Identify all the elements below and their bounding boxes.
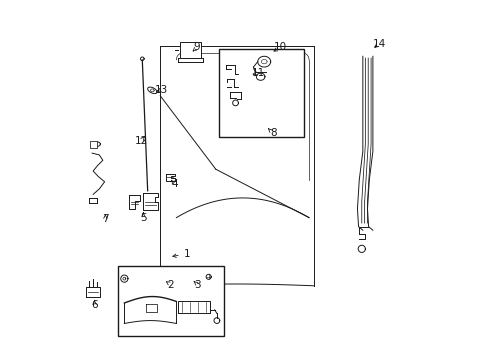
Text: 2: 2 [167,280,174,290]
Bar [219,49,303,137]
Text: 11: 11 [251,68,264,78]
Text: 8: 8 [269,129,276,138]
Text: 12: 12 [134,136,147,145]
Text: 9: 9 [193,42,200,52]
Text: 4: 4 [171,179,178,189]
Text: 5: 5 [140,213,146,222]
Text: 3: 3 [194,280,201,290]
Text: 6: 6 [91,300,98,310]
Text: 13: 13 [154,85,167,95]
Bar [180,42,201,58]
Text: 7: 7 [102,215,108,224]
Text: 14: 14 [371,39,385,49]
Text: 10: 10 [273,42,286,52]
Bar [89,141,97,148]
Text: 1: 1 [183,248,190,258]
Bar [118,266,224,336]
